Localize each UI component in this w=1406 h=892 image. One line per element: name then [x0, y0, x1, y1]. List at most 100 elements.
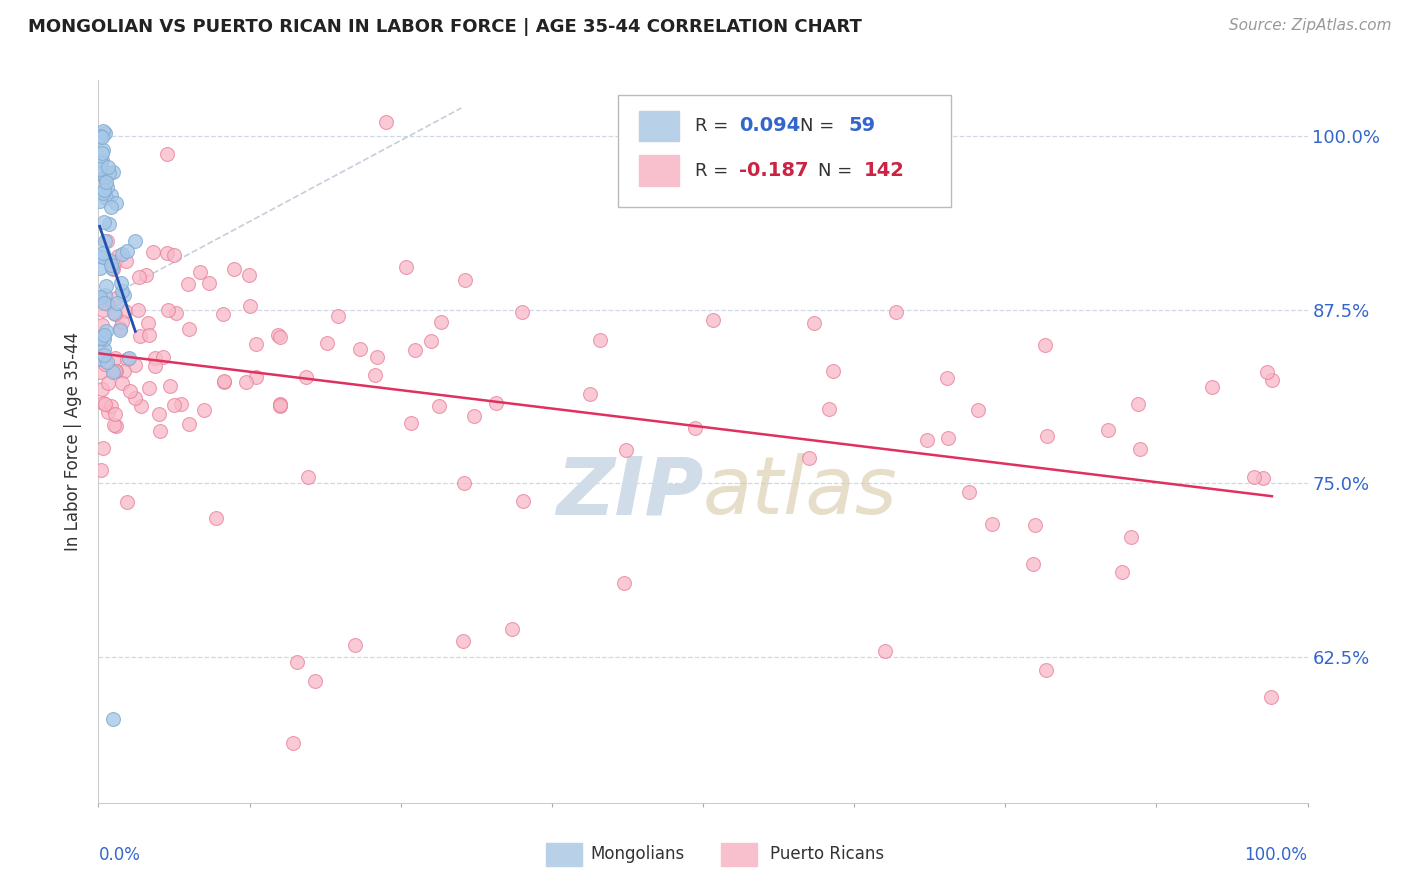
Point — [89, 290, 111, 304]
Point — [98, 252, 121, 267]
Point — [143, 359, 166, 374]
Point — [128, 270, 150, 285]
Point — [328, 309, 350, 323]
Point — [702, 313, 724, 327]
Text: 142: 142 — [863, 161, 904, 180]
Point — [222, 262, 245, 277]
Point — [112, 288, 135, 302]
Point — [205, 511, 228, 525]
Point — [269, 398, 291, 412]
Point — [101, 261, 124, 276]
Point — [797, 450, 820, 465]
Point — [510, 305, 533, 319]
Point — [100, 399, 122, 413]
Point — [110, 276, 132, 290]
Point — [91, 250, 114, 264]
Point — [94, 279, 117, 293]
Point — [100, 187, 122, 202]
Point — [267, 328, 290, 343]
Point — [404, 343, 426, 357]
Point — [375, 115, 398, 129]
Point — [93, 215, 115, 229]
Point — [105, 364, 128, 378]
Point — [875, 643, 897, 657]
Text: R =: R = — [695, 161, 734, 179]
Point — [285, 655, 308, 669]
Point — [124, 392, 146, 406]
Point — [89, 194, 111, 209]
Point — [981, 517, 1004, 532]
Text: 100.0%: 100.0% — [1244, 847, 1308, 864]
Point — [803, 316, 825, 330]
Point — [1129, 442, 1152, 457]
Text: Mongolians: Mongolians — [591, 845, 685, 863]
Point — [94, 324, 117, 338]
Point — [138, 327, 160, 342]
Point — [613, 575, 636, 590]
Point — [94, 175, 117, 189]
Point — [94, 288, 117, 302]
Point — [94, 235, 117, 249]
Point — [105, 196, 128, 211]
Point — [966, 402, 988, 417]
Point — [179, 417, 201, 432]
Point — [91, 318, 114, 332]
Point — [94, 126, 117, 140]
Point — [104, 308, 127, 322]
Point — [1111, 565, 1133, 579]
Point — [212, 375, 235, 389]
Point — [117, 244, 139, 258]
Bar — [638, 111, 679, 141]
Text: MONGOLIAN VS PUERTO RICAN IN LABOR FORCE | AGE 35-44 CORRELATION CHART: MONGOLIAN VS PUERTO RICAN IN LABOR FORCE… — [28, 18, 862, 36]
Point — [1022, 557, 1045, 571]
Point — [91, 143, 114, 157]
Point — [108, 321, 131, 335]
Point — [91, 124, 114, 138]
Point — [112, 363, 135, 377]
Point — [1201, 380, 1223, 394]
Point — [89, 335, 111, 350]
Point — [114, 303, 136, 318]
Point — [131, 399, 153, 413]
Point — [315, 336, 337, 351]
Point — [1097, 423, 1119, 437]
Point — [502, 623, 524, 637]
Text: ZIP: ZIP — [555, 453, 703, 531]
Point — [101, 365, 124, 379]
Text: atlas: atlas — [703, 453, 898, 531]
Point — [177, 322, 200, 336]
Point — [104, 254, 127, 268]
Point — [93, 348, 115, 362]
Point — [117, 494, 139, 508]
Point — [212, 307, 235, 321]
Point — [96, 355, 118, 369]
Point — [269, 399, 291, 413]
Point — [578, 387, 600, 401]
Point — [108, 323, 131, 337]
Point — [399, 417, 422, 431]
Point — [163, 248, 186, 262]
Point — [115, 352, 138, 367]
Point — [115, 254, 138, 268]
Point — [118, 384, 141, 399]
Point — [90, 462, 112, 476]
Point — [1251, 471, 1274, 485]
Point — [235, 375, 257, 389]
Point — [1024, 517, 1046, 532]
Bar — [721, 843, 758, 865]
Point — [163, 398, 186, 412]
Point — [111, 247, 134, 261]
Point — [93, 328, 115, 343]
Point — [101, 713, 124, 727]
Point — [1128, 397, 1150, 411]
Point — [103, 306, 125, 320]
Text: -0.187: -0.187 — [740, 161, 808, 180]
Point — [93, 296, 115, 310]
Point — [463, 409, 485, 423]
Point — [304, 674, 326, 689]
Point — [142, 244, 165, 259]
Point — [93, 183, 115, 197]
Point — [93, 342, 115, 356]
Text: Puerto Ricans: Puerto Ricans — [769, 845, 883, 863]
Point — [1260, 690, 1282, 704]
